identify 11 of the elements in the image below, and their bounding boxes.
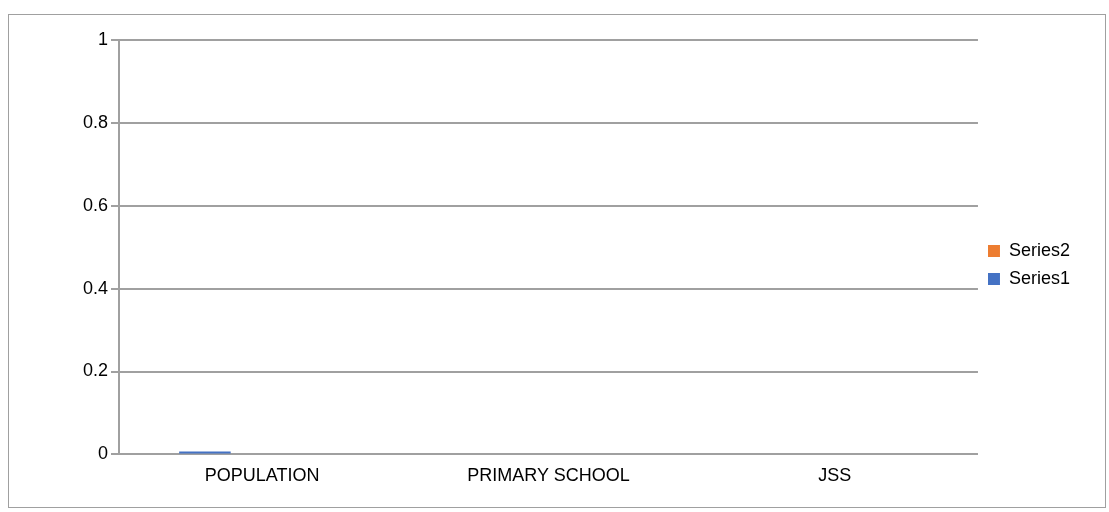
y-tick-label: 0 [98, 443, 109, 464]
x-tick-label: JSS [818, 465, 852, 486]
y-tick-label: 0.2 [82, 360, 109, 381]
x-tick-label: POPULATION [204, 465, 320, 486]
x-tick-label: PRIMARY SCHOOL [467, 465, 630, 486]
y-tick-label: 0.4 [82, 277, 109, 298]
y-tick-label: 0.6 [82, 194, 109, 215]
y-tick-label: 0.8 [82, 111, 109, 132]
legend-label: Series2 [1008, 239, 1070, 260]
y-tick-label: 1 [98, 28, 109, 49]
legend-label: Series1 [1008, 267, 1070, 288]
